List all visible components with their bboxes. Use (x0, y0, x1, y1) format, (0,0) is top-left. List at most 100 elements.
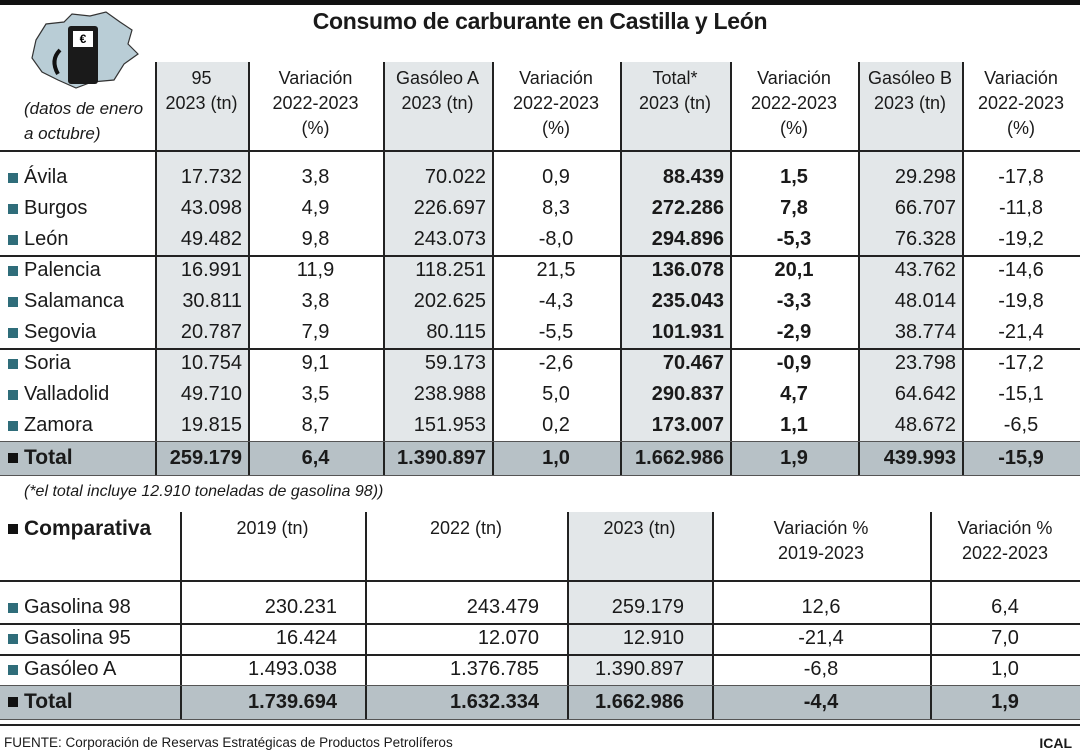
source-text: FUENTE: Corporación de Reservas Estratég… (4, 735, 453, 750)
table-cell: 76.328 (894, 228, 956, 250)
svg-text:€: € (80, 32, 87, 46)
comparison-title-text: Comparativa (24, 517, 152, 540)
column-shade (155, 62, 248, 441)
table-cell: 80.115 (426, 321, 486, 343)
table-cell: 8,7 (301, 414, 330, 436)
header-line: 2022-2023 (750, 93, 838, 113)
table-cell: 21,5 (536, 259, 576, 281)
table-cell: -15,1 (998, 383, 1044, 405)
row-label-text: Palencia (24, 259, 101, 281)
row-label: Palencia (0, 255, 155, 286)
header-line: (%) (1007, 118, 1035, 138)
table-cell: 43.762 (894, 259, 956, 281)
column-header: Variación 2022-2023 (%) (730, 66, 858, 141)
column-header: 2022 (tn) (365, 516, 567, 541)
row-label: León (0, 224, 155, 255)
table-cell: 101.931 (651, 321, 724, 343)
row-label-text: Valladolid (24, 383, 110, 405)
row-label-text: Segovia (24, 321, 97, 343)
row-label-text: León (24, 228, 69, 250)
bullet-icon (8, 633, 18, 644)
header-line: 2023 (tn) (873, 93, 947, 113)
table-cell: 7,9 (301, 321, 330, 343)
table-cell: 43.098 (180, 197, 242, 219)
table-cell: -3,3 (776, 290, 812, 312)
table-cell: 48.672 (894, 414, 956, 436)
table-cell: -6,8 (803, 658, 839, 680)
column-divider (248, 62, 250, 475)
column-header: Gasóleo A 2023 (tn) (383, 66, 492, 116)
table-cell: 235.043 (651, 290, 724, 312)
bullet-icon (8, 296, 18, 307)
table-cell: 259.179 (611, 596, 684, 618)
header-line: 2023 (tn) (165, 93, 238, 113)
bullet-icon (8, 327, 18, 338)
column-divider (712, 512, 714, 719)
header-line: 2022-2023 (272, 93, 359, 113)
header-rule (0, 580, 1080, 582)
table-cell: 48.014 (894, 290, 956, 312)
table-cell: -5,5 (538, 321, 574, 343)
table-cell: 64.642 (894, 383, 956, 405)
row-label: Segovia (0, 317, 155, 348)
row-label-text: Ávila (24, 166, 68, 188)
table-cell: -11,8 (998, 197, 1044, 219)
table-cell: 0,9 (542, 166, 570, 188)
column-shade (383, 62, 492, 441)
group-divider (0, 654, 1080, 656)
bullet-icon (8, 453, 18, 463)
table-cell: 259.179 (169, 446, 242, 469)
table-cell: -8,0 (538, 228, 574, 250)
table-cell: -4,4 (803, 690, 839, 713)
row-label: Gasóleo A (0, 654, 180, 685)
header-line: (%) (542, 118, 570, 138)
table-cell: 70.022 (424, 166, 486, 188)
total-rule (0, 685, 1080, 686)
row-label: Total (0, 441, 155, 475)
column-divider (492, 62, 494, 475)
table-cell: 12,6 (801, 596, 841, 618)
header-rule (0, 150, 1080, 152)
column-header: Variación 2022-2023 (%) (492, 66, 620, 141)
table-cell: 20,1 (774, 259, 814, 281)
header-line: 2022-2023 (512, 93, 600, 113)
bullet-icon (8, 234, 18, 245)
table-cell: 70.467 (662, 352, 724, 374)
table-cell: -0,9 (776, 352, 812, 374)
header-line: Variación (278, 68, 353, 88)
header-line: (%) (301, 118, 330, 138)
table-cell: 1.662.986 (595, 690, 684, 713)
header-line: Variación (519, 68, 593, 88)
header-line: Gasóleo B (867, 68, 953, 88)
table-cell: 243.479 (466, 596, 539, 618)
column-divider (155, 62, 157, 475)
row-label-text: Total (24, 446, 73, 469)
table-cell: 17.732 (180, 166, 242, 188)
row-label-text: Soria (24, 352, 71, 374)
table-cell: 272.286 (651, 197, 724, 219)
header-line: 2023 (tn) (638, 93, 712, 113)
page-title: Consumo de carburante en Castilla y León (312, 8, 768, 34)
table-cell: 0,2 (542, 414, 570, 436)
row-label: Gasolina 98 (0, 592, 180, 623)
table-cell: 1.376.785 (450, 658, 539, 680)
column-divider (858, 62, 860, 475)
row-label: Soria (0, 348, 155, 379)
table-cell: 66.707 (894, 197, 956, 219)
header-line: Variación % (957, 518, 1053, 538)
header-line: 2019 (tn) (236, 518, 309, 538)
table-cell: 7,0 (991, 627, 1019, 649)
column-divider (180, 512, 182, 719)
column-header: Variación 2022-2023 (%) (248, 66, 383, 141)
column-divider (730, 62, 732, 475)
table-cell: -4,3 (538, 290, 574, 312)
footnote: (*el total incluye 12.910 toneladas de g… (24, 483, 384, 500)
table-cell: 16.424 (275, 627, 337, 649)
column-header: Variación 2022-2023 (%) (962, 66, 1080, 141)
table-cell: 20.787 (180, 321, 242, 343)
column-shade (858, 62, 962, 441)
group-divider (0, 623, 1080, 625)
table-cell: 1.662.986 (635, 446, 724, 469)
row-label: Zamora (0, 410, 155, 441)
